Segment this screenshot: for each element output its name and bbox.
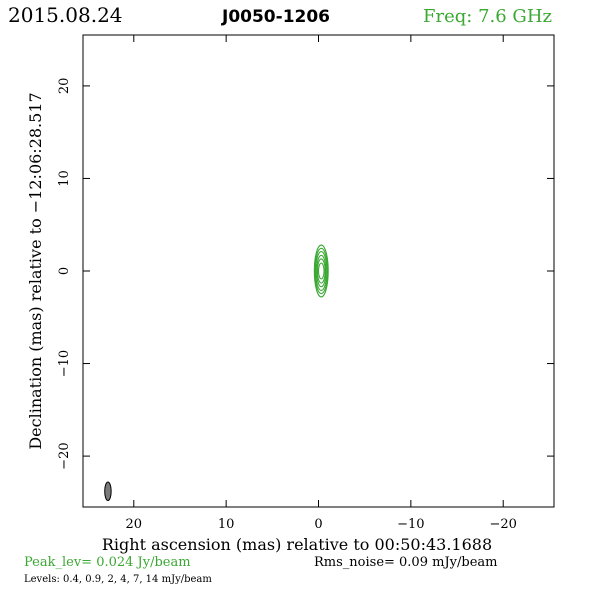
peak-level: Peak_lev= 0.024 Jy/beam bbox=[24, 555, 191, 570]
x-tick-label: 0 bbox=[314, 517, 322, 532]
axis-ticks bbox=[83, 35, 554, 507]
y-tick-labels: 20 10 0 −10 −20 bbox=[57, 78, 72, 470]
frequency-label: Freq: 7.6 GHz bbox=[423, 6, 552, 27]
y-tick-label: 0 bbox=[57, 267, 72, 275]
contour-level-3 bbox=[315, 251, 328, 291]
contour-level-2 bbox=[314, 247, 329, 295]
y-tick-label: −10 bbox=[57, 350, 72, 377]
observation-date: 2015.08.24 bbox=[8, 3, 123, 27]
contour-level-5 bbox=[316, 258, 326, 284]
x-tick-labels: 20 10 0 −10 −20 bbox=[126, 517, 517, 532]
x-tick-label: −20 bbox=[489, 517, 516, 532]
contour-level-4 bbox=[316, 254, 327, 288]
y-tick-label: 10 bbox=[57, 170, 72, 187]
contour-level-6 bbox=[317, 262, 325, 280]
beam-ellipse bbox=[104, 481, 112, 502]
x-tick-label: 10 bbox=[218, 517, 235, 532]
source-name: J0050-1206 bbox=[221, 7, 330, 27]
contour-set bbox=[313, 244, 329, 298]
contour-level-1 bbox=[313, 244, 329, 298]
y-tick-label: −20 bbox=[57, 442, 72, 469]
y-axis-label: Declination (mas) relative to −12:06:28.… bbox=[26, 92, 45, 449]
contour-levels: Levels: 0.4, 0.9, 2, 4, 7, 14 mJy/beam bbox=[24, 574, 212, 585]
beam-shape bbox=[104, 481, 112, 502]
x-axis-label: Right ascension (mas) relative to 00:50:… bbox=[102, 535, 492, 554]
rms-noise: Rms_noise= 0.09 mJy/beam bbox=[314, 555, 497, 570]
x-tick-label: −10 bbox=[397, 517, 424, 532]
y-tick-label: 20 bbox=[57, 78, 72, 95]
x-tick-label: 20 bbox=[126, 517, 143, 532]
